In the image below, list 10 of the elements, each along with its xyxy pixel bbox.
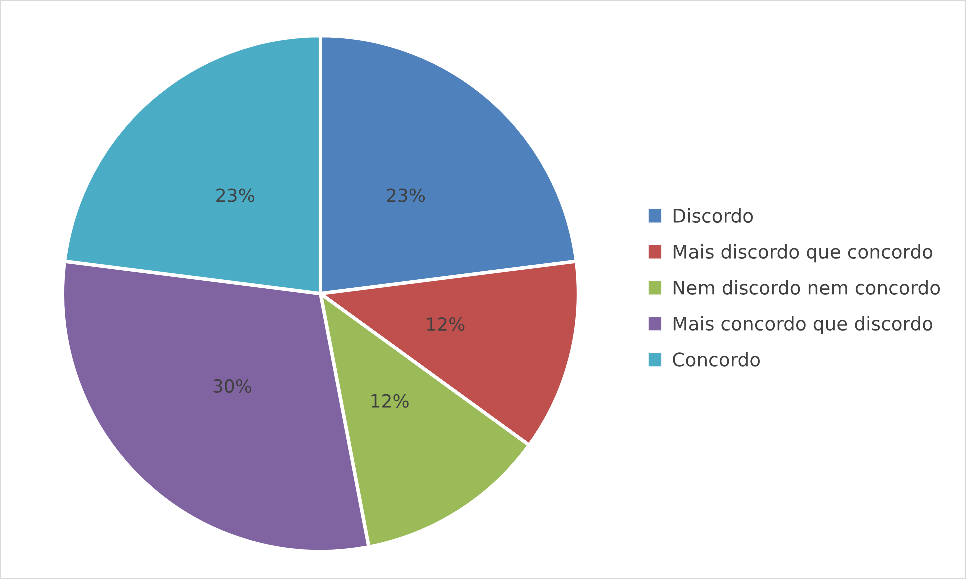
data-label: 12% [428,317,465,332]
data-label: 23% [387,188,426,202]
data-label: 30% [214,379,252,394]
legend-label: Discordo [674,208,754,224]
legend-label: Mais concordo que discordo [674,316,933,335]
legend-label: Concordo [673,352,760,367]
data-label: 23% [216,188,254,202]
data-label: 12% [372,394,409,408]
legend-label: Mais discordo que concordo [674,244,933,263]
legend-label: Nem discordo nem concordo [674,280,940,295]
